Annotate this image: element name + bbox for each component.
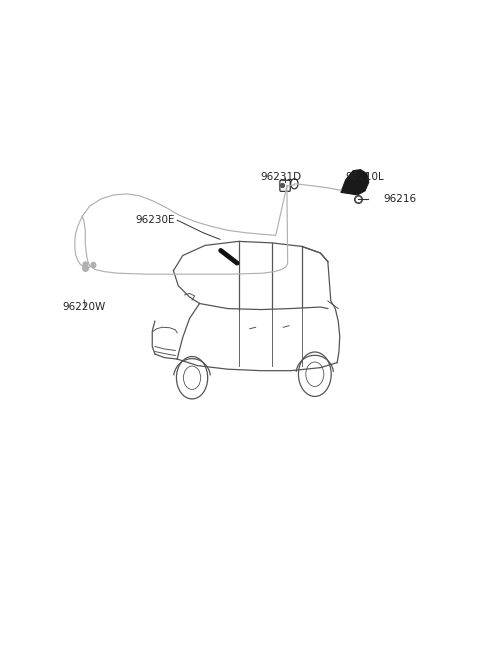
Text: 96210L: 96210L xyxy=(346,173,384,182)
Text: 96220W: 96220W xyxy=(62,302,106,312)
Text: 96230E: 96230E xyxy=(136,215,175,225)
Text: 96231D: 96231D xyxy=(261,173,302,182)
Polygon shape xyxy=(341,170,369,195)
FancyBboxPatch shape xyxy=(280,180,290,192)
Text: 96216: 96216 xyxy=(384,194,417,204)
